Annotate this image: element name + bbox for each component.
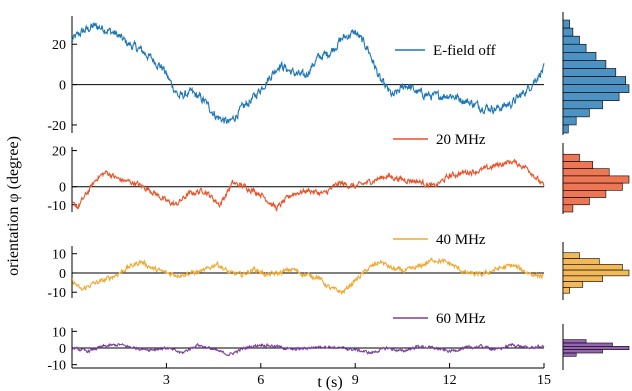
histogram-2	[562, 242, 630, 300]
histogram-bar	[562, 346, 630, 350]
histogram-bar	[562, 108, 590, 118]
legend-label: 60 MHz	[436, 311, 486, 327]
histogram-bar	[562, 352, 577, 357]
histogram-bar	[562, 76, 627, 85]
x-tick-label: 12	[443, 373, 457, 388]
histogram-bar	[562, 197, 590, 206]
panel-2: 10 0 -10 40 MHz	[47, 232, 630, 301]
panel-1: 20 0 -10 20 MHz	[47, 132, 630, 214]
legend-label: E-field off	[433, 43, 496, 59]
histogram-bar	[562, 252, 580, 259]
histogram-bar	[562, 281, 584, 288]
histogram-bar	[562, 204, 574, 213]
x-tick-label: 15	[537, 373, 551, 388]
histogram-bar	[562, 342, 613, 347]
histogram-bar	[562, 263, 623, 271]
histogram-bar	[562, 35, 580, 45]
x-axis: 3 6 9 12 15	[72, 363, 551, 388]
y-tick-label: 20	[52, 145, 66, 160]
histogram-bar	[562, 269, 630, 277]
panel-3: 10 0 -10 60 MHz	[47, 311, 630, 374]
y-tick-label: 0	[59, 181, 66, 196]
histogram-bar	[562, 168, 610, 177]
histogram-bar	[562, 60, 607, 69]
y-tick-label: -10	[47, 286, 66, 301]
x-axis-title: t (s)	[317, 374, 342, 391]
histogram-bar	[562, 349, 603, 354]
histogram-bar	[562, 190, 607, 198]
histogram-bar	[562, 275, 603, 282]
y-tick-label: 10	[52, 325, 66, 340]
histogram-3	[562, 324, 630, 370]
series-line-3	[71, 342, 545, 357]
x-tick-label: 3	[163, 373, 170, 388]
histogram-bar	[562, 175, 630, 184]
panels: 20 0 -20 E-field off 20 0 -10 20 MHz 10 0 -10 40 MH…	[47, 12, 630, 374]
legend-label: 40 MHz	[436, 232, 486, 248]
histogram-bar	[562, 153, 580, 162]
legend-label: 20 MHz	[436, 132, 486, 148]
panel-0: 20 0 -20 E-field off	[47, 12, 630, 135]
histogram-bar	[562, 161, 594, 169]
histogram-bar	[562, 68, 617, 77]
y-tick-label: 0	[59, 79, 66, 94]
histogram-bar	[562, 258, 600, 265]
y-tick-label: 10	[52, 248, 66, 263]
series-line-0	[71, 22, 545, 124]
histogram-0	[562, 12, 630, 135]
series-line-1	[71, 158, 545, 212]
y-axis-title: orientation φ (degree)	[5, 136, 22, 276]
x-tick-label: 9	[352, 373, 359, 388]
histogram-bar	[562, 43, 587, 53]
y-tick-label: 20	[52, 38, 66, 53]
histogram-1	[562, 143, 630, 214]
y-tick-label: -20	[47, 119, 66, 134]
histogram-bar	[562, 19, 570, 29]
histogram-bar	[562, 92, 620, 102]
y-tick-label: 0	[59, 267, 66, 282]
x-tick-label: 6	[257, 373, 264, 388]
histogram-bar	[562, 287, 570, 294]
histogram-bar	[562, 124, 569, 134]
histogram-bar	[562, 52, 597, 61]
histogram-bar	[562, 116, 577, 126]
y-tick-label: -10	[47, 359, 66, 374]
y-tick-label: 0	[59, 342, 66, 357]
histogram-bar	[562, 100, 603, 110]
histogram-bar	[562, 27, 574, 37]
y-tick-label: -10	[47, 199, 66, 214]
histogram-bar	[562, 339, 587, 344]
series-line-2	[71, 256, 545, 296]
histogram-bar	[562, 84, 630, 93]
histogram-bar	[562, 182, 623, 191]
